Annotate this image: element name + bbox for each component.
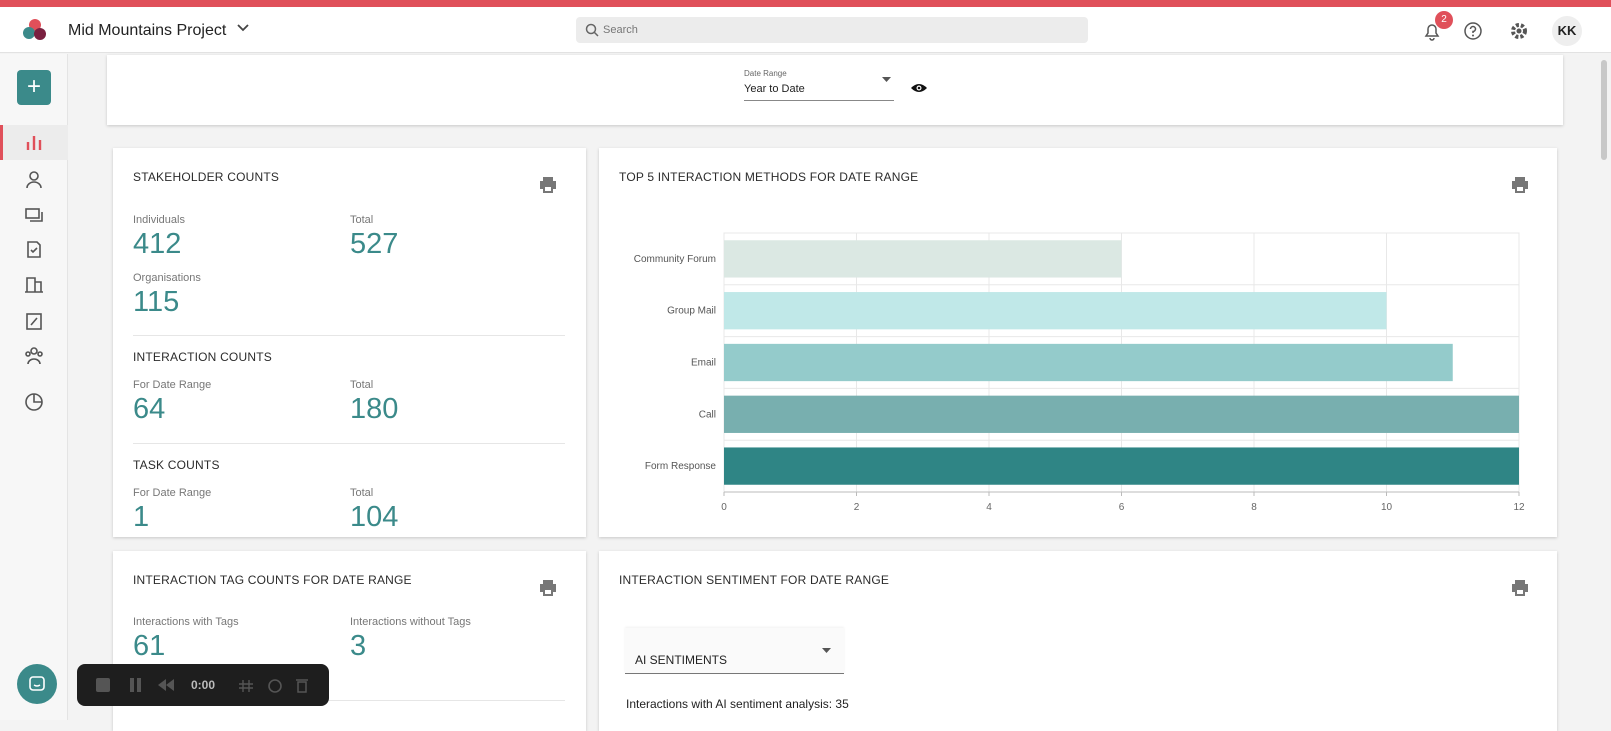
chart: 0 2 4 6 8 10 12 Community Forum Group Mail Email C… (634, 232, 1525, 513)
count-label: For Date Range (133, 379, 212, 391)
y-tick-label: Email (691, 358, 716, 369)
counts-card: STAKEHOLDER COUNTS Individuals 412 Total… (113, 148, 586, 537)
bar (724, 240, 1122, 278)
bell-icon[interactable] (1422, 21, 1442, 41)
nav-icons[interactable] (22, 132, 46, 402)
eye-icon[interactable] (910, 82, 928, 94)
search-icon (585, 23, 599, 37)
sentiment-select-value: AI SENTIMENTS (635, 653, 728, 667)
x-tick-label: 10 (1381, 502, 1393, 513)
card-title: INTERACTION TAG COUNTS FOR DATE RANGE (133, 573, 412, 587)
date-range-value[interactable]: Year to Date (744, 83, 805, 95)
x-tick-label: 6 (1119, 502, 1125, 513)
x-tick-label: 0 (721, 502, 727, 513)
section-title: TASK COUNTS (133, 458, 220, 472)
y-tick-label: Call (699, 409, 716, 420)
count-value: 527 (350, 228, 399, 260)
print-icon[interactable] (1510, 176, 1530, 194)
count-label: Organisations (133, 272, 201, 284)
count-value: 61 (133, 630, 166, 662)
sidebar (0, 54, 68, 720)
count-value: 412 (133, 228, 182, 260)
count-label: Total (350, 487, 374, 499)
divider (133, 335, 565, 336)
date-range-label: Date Range (744, 69, 787, 78)
top-bar (0, 0, 1611, 7)
y-tick-label: Community Forum (634, 254, 716, 265)
count-label: Individuals (133, 214, 185, 226)
count-value: 3 (350, 630, 367, 662)
date-range-underline (744, 100, 894, 101)
divider (133, 700, 565, 701)
count-label: Total (350, 379, 374, 391)
count-value: 104 (350, 501, 399, 533)
print-icon[interactable] (1510, 579, 1530, 597)
search-box[interactable] (576, 17, 1088, 43)
project-chevron[interactable] (236, 23, 250, 33)
recorder-bar (77, 664, 329, 706)
date-range-arrow[interactable] (882, 77, 892, 83)
count-value: 180 (350, 393, 399, 425)
count-label: Interactions with Tags (133, 616, 239, 628)
count-label: Interactions without Tags (350, 616, 471, 628)
divider (133, 443, 565, 444)
x-tick-label: 4 (986, 502, 992, 513)
recorder-controls[interactable] (90, 674, 320, 696)
bar (724, 395, 1519, 433)
chat-button[interactable] (17, 664, 57, 704)
logo[interactable] (20, 16, 50, 44)
card-title: STAKEHOLDER COUNTS (133, 170, 280, 184)
chart-card: TOP 5 INTERACTION METHODS FOR DATE RANGE… (599, 148, 1557, 537)
section-title: INTERACTION COUNTS (133, 350, 272, 364)
avatar[interactable]: KK (1552, 16, 1582, 46)
add-button[interactable]: + (17, 70, 51, 105)
y-tick-label: Group Mail (667, 306, 716, 317)
select-arrow[interactable] (822, 648, 832, 654)
settings-icon[interactable] (1509, 21, 1529, 41)
x-tick-label: 8 (1251, 502, 1257, 513)
print-icon[interactable] (538, 579, 558, 597)
chart-title: TOP 5 INTERACTION METHODS FOR DATE RANGE (619, 170, 919, 184)
bar (724, 447, 1519, 485)
search-placeholder: Search (603, 24, 638, 36)
filter-card: Date Range Year to Date (107, 55, 1563, 125)
count-value: 64 (133, 393, 166, 425)
count-label: Total (350, 214, 374, 226)
x-tick-label: 12 (1513, 502, 1525, 513)
bar (724, 343, 1453, 382)
sentiment-card: INTERACTION SENTIMENT FOR DATE RANGE AI … (599, 551, 1557, 731)
help-icon[interactable] (1463, 21, 1483, 41)
sentiment-summary: Interactions with AI sentiment analysis:… (626, 697, 849, 711)
nav-reports-icon[interactable] (22, 390, 46, 414)
recorder-time: 0:00 (191, 678, 216, 692)
card-title: INTERACTION SENTIMENT FOR DATE RANGE (619, 573, 890, 587)
chat-icon (29, 676, 45, 691)
count-value: 115 (133, 286, 180, 318)
count-value: 1 (133, 501, 150, 533)
y-tick-label: Form Response (645, 461, 717, 472)
count-label: For Date Range (133, 487, 212, 499)
project-name[interactable]: Mid Mountains Project (68, 22, 227, 39)
bar (724, 292, 1387, 330)
notification-badge: 2 (1435, 11, 1453, 29)
sentiment-select[interactable] (625, 628, 844, 674)
x-tick-label: 2 (854, 502, 860, 513)
scrollbar[interactable] (1601, 60, 1607, 160)
print-icon[interactable] (538, 176, 558, 194)
